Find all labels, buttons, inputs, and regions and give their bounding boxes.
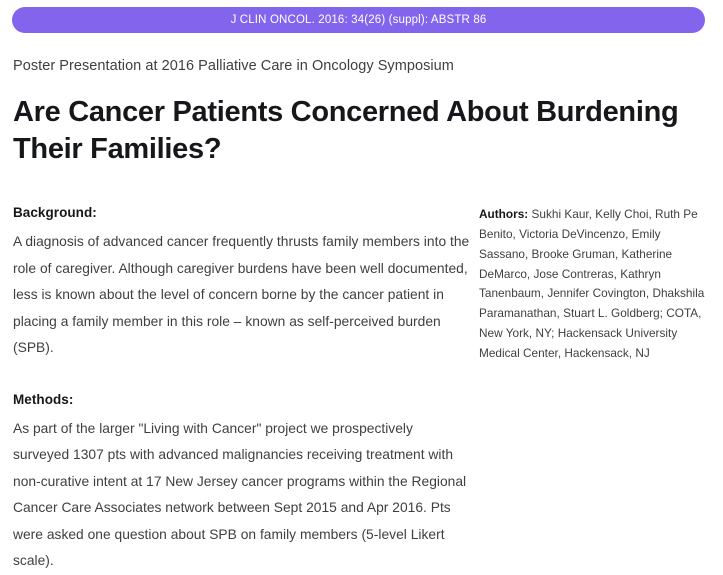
section-methods: Methods: As part of the larger "Living w… bbox=[13, 362, 470, 575]
authors-names: Sukhi Kaur, Kelly Choi, Ruth Pe Benito, … bbox=[479, 207, 705, 360]
side-column: Authors: Sukhi Kaur, Kelly Choi, Ruth Pe… bbox=[470, 205, 723, 364]
presentation-subtitle: Poster Presentation at 2016 Palliative C… bbox=[13, 58, 454, 74]
abstract-content: Poster Presentation at 2016 Palliative C… bbox=[0, 40, 723, 575]
section-body-methods: As part of the larger "Living with Cance… bbox=[13, 420, 467, 569]
section-heading-background: Background: bbox=[13, 205, 97, 221]
page-title: Are Cancer Patients Concerned About Burd… bbox=[13, 96, 679, 166]
section-background: Background: A diagnosis of advanced canc… bbox=[13, 205, 470, 361]
main-column: Background: A diagnosis of advanced canc… bbox=[0, 205, 470, 574]
section-body-background: A diagnosis of advanced cancer frequentl… bbox=[13, 234, 470, 356]
body-columns: Background: A diagnosis of advanced canc… bbox=[0, 168, 723, 574]
authors-block: Authors: Sukhi Kaur, Kelly Choi, Ruth Pe… bbox=[479, 205, 707, 364]
journal-citation-banner: J CLIN ONCOL. 2016: 34(26) (suppl): ABST… bbox=[12, 7, 705, 33]
journal-citation-text: J CLIN ONCOL. 2016: 34(26) (suppl): ABST… bbox=[230, 14, 487, 26]
section-heading-methods: Methods: bbox=[13, 391, 74, 407]
authors-label: Authors: bbox=[479, 207, 529, 222]
